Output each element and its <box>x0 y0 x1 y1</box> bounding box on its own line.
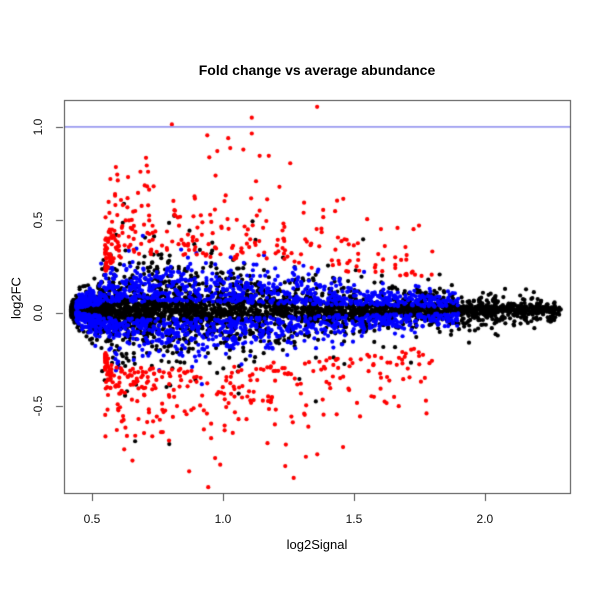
x-axis-label: log2Signal <box>286 537 348 552</box>
x-tick-label-2: 1.5 <box>345 512 363 526</box>
x-tick-label-1: 1.0 <box>214 512 232 526</box>
y-tick-label-3: 1.0 <box>31 118 45 136</box>
x-tick-label-3: 2.0 <box>476 512 494 526</box>
plot-title: Fold change vs average abundance <box>198 62 436 78</box>
y-tick-label-0: -0.5 <box>31 395 45 417</box>
y-tick-label-1: 0.0 <box>31 304 45 322</box>
y-axis-label: log2FC <box>8 277 24 319</box>
x-tick-label-0: 0.5 <box>83 512 101 526</box>
y-tick-label-2: 0.5 <box>31 211 45 229</box>
